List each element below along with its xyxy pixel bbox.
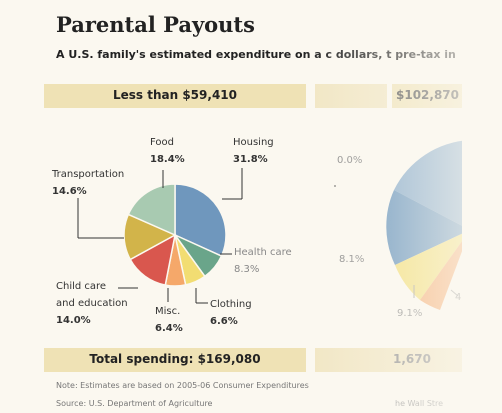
label-food-value: 18.4% [150, 154, 185, 165]
label-housing-value: 31.8% [233, 154, 268, 165]
label-childcare-1: Child care [56, 281, 106, 292]
label-misc-value: 6.4% [155, 323, 183, 334]
pie-slice-housing [174, 183, 227, 258]
label-food: Food [150, 137, 174, 148]
total-band-low: Total spending: $169,080 [44, 348, 306, 372]
chart-title: Parental Payouts [56, 12, 255, 37]
income-band-low-label: Less than $59,410 [112, 88, 237, 102]
label-childcare-value: 14.0% [56, 315, 91, 326]
page-margin-right [462, 0, 502, 413]
pie-low-income [123, 183, 227, 287]
label-health: Health care [234, 247, 292, 258]
label-health-value: 8.3% [234, 264, 259, 275]
pie-slice-food [127, 183, 176, 237]
footnote: Note: Estimates are based on 2005-06 Con… [56, 381, 309, 390]
source-credit: Source: U.S. Department of Agriculture [56, 399, 213, 408]
total-spending-low: Total spending: $169,080 [89, 352, 261, 366]
label-transport: Transportation [51, 169, 124, 180]
total-band-high: 1,670 [315, 348, 462, 372]
label-high-tick: 4 [455, 292, 461, 303]
label-high-top: 0.0% [337, 155, 362, 166]
label-housing: Housing [233, 137, 274, 148]
label-childcare-2: and education [56, 298, 128, 309]
label-high-bot: 9.1% [397, 308, 422, 319]
income-band-low: Less than $59,410 [44, 84, 306, 108]
label-clothing: Clothing [210, 299, 252, 310]
label-high-mid: 8.1% [339, 254, 364, 265]
label-transport-value: 14.6% [52, 186, 87, 197]
label-clothing-value: 6.6% [210, 316, 238, 327]
publisher-credit: he Wall Stre [395, 399, 444, 408]
total-spending-high: 1,670 [393, 352, 431, 366]
label-misc: Misc. [155, 306, 180, 317]
